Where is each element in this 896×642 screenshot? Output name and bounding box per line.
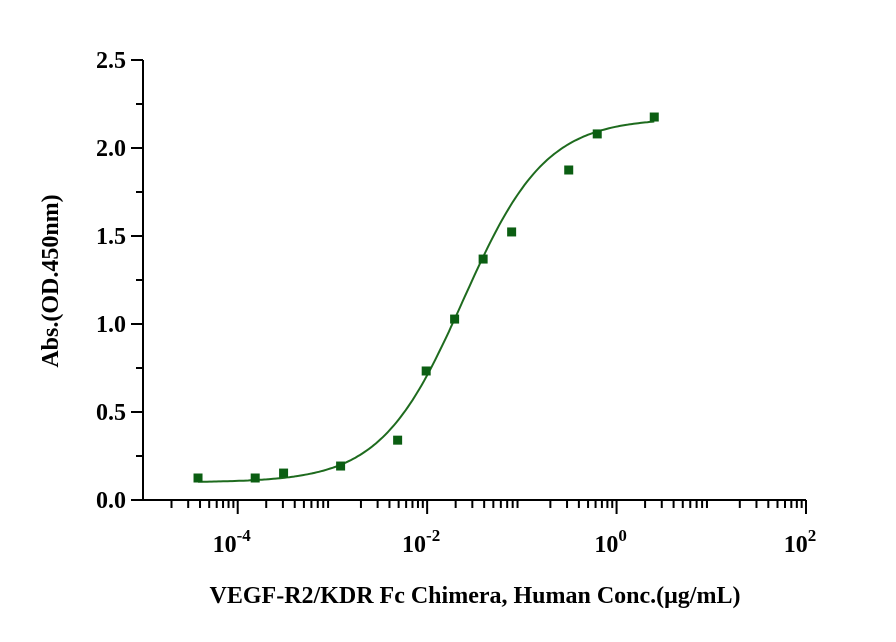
data-point — [649, 112, 659, 122]
data-point — [507, 227, 517, 237]
data-point — [393, 435, 403, 445]
x-tick-label: 100 — [594, 526, 627, 558]
data-point — [193, 473, 203, 483]
data-points — [193, 112, 659, 483]
data-point — [450, 314, 460, 324]
data-point — [421, 366, 431, 376]
y-tick-label: 1.5 — [96, 224, 126, 250]
x-axis-label: VEGF-R2/KDR Fc Chimera, Human Conc.(μg/m… — [210, 583, 741, 609]
y-tick-label: 0.5 — [96, 400, 126, 426]
data-point — [336, 461, 346, 471]
y-tick-label: 0.0 — [96, 488, 126, 514]
fit-curve — [198, 120, 655, 483]
y-tick-label: 2.0 — [96, 136, 126, 162]
data-point — [250, 473, 260, 483]
axes: 0.0 0.5 1.0 1.5 2.0 2.5 10-4 10-2 100 102 — [96, 48, 816, 558]
x-tick-label: 10-2 — [402, 526, 440, 558]
y-tick-label: 1.0 — [96, 312, 126, 338]
data-point — [478, 254, 488, 264]
data-point — [279, 468, 289, 478]
data-point — [564, 165, 574, 175]
y-axis-label: Abs.(OD.450nm) — [38, 194, 64, 367]
x-tick-label: 10-4 — [213, 526, 252, 558]
data-point — [592, 129, 602, 139]
y-tick-label: 2.5 — [96, 48, 126, 74]
x-tick-label: 102 — [784, 526, 817, 558]
